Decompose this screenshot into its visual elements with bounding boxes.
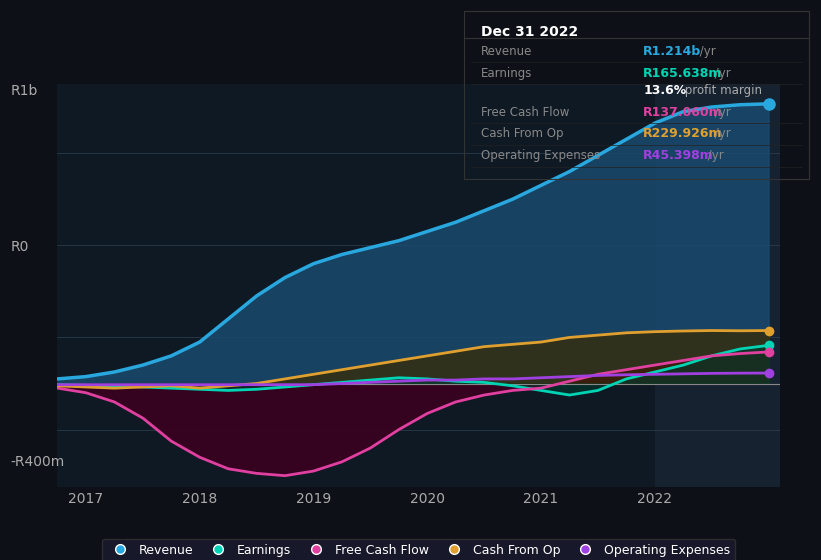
Text: /yr: /yr [704,149,723,162]
Text: /yr: /yr [712,127,732,141]
Text: Revenue: Revenue [481,45,533,58]
Legend: Revenue, Earnings, Free Cash Flow, Cash From Op, Operating Expenses: Revenue, Earnings, Free Cash Flow, Cash … [103,539,735,560]
Text: R1.214b: R1.214b [643,45,701,58]
Text: Cash From Op: Cash From Op [481,127,563,141]
Text: Earnings: Earnings [481,67,533,80]
Text: R165.638m: R165.638m [643,67,722,80]
Text: Dec 31 2022: Dec 31 2022 [481,25,578,39]
Text: Free Cash Flow: Free Cash Flow [481,105,570,119]
Text: R137.060m: R137.060m [643,105,722,119]
Bar [655,84,780,487]
Text: Operating Expenses: Operating Expenses [481,149,600,162]
Text: 13.6%: 13.6% [643,83,686,97]
Text: R1b: R1b [11,84,38,98]
Text: R45.398m: R45.398m [643,149,714,162]
Text: profit margin: profit margin [681,83,762,97]
Text: -R400m: -R400m [11,455,65,469]
Text: /yr: /yr [712,67,732,80]
Text: /yr: /yr [712,105,732,119]
Text: /yr: /yr [696,45,716,58]
Text: R229.926m: R229.926m [643,127,722,141]
Text: R0: R0 [11,240,29,254]
